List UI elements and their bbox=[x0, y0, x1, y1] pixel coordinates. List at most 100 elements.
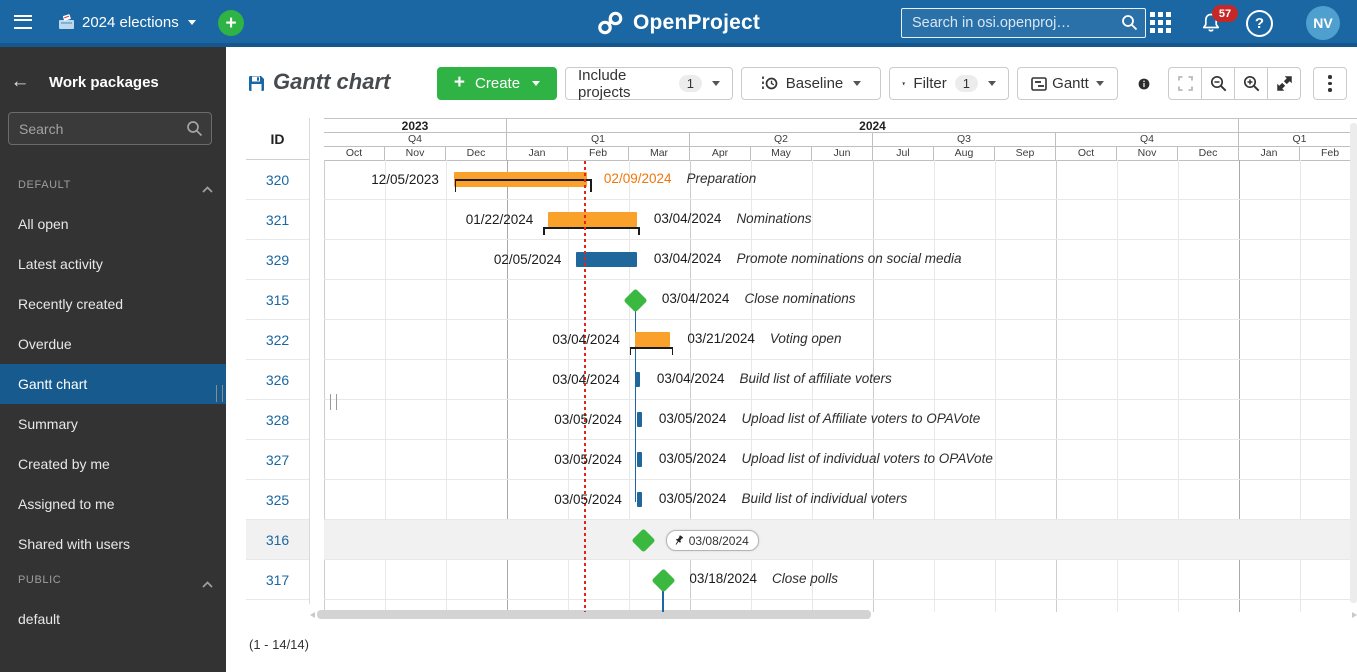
sidebar-item-overdue[interactable]: Overdue bbox=[18, 336, 72, 352]
gantt-bar[interactable] bbox=[576, 252, 637, 267]
search-icon bbox=[1122, 15, 1138, 31]
sidebar-item-gantt-chart[interactable]: Gantt chart bbox=[0, 364, 226, 404]
back-arrow-icon[interactable]: ← bbox=[10, 71, 30, 92]
sidebar-item-latest-activity[interactable]: Latest activity bbox=[18, 256, 103, 272]
gantt-row bbox=[324, 440, 1357, 480]
gantt-row bbox=[324, 200, 1357, 240]
sidebar-item-assigned-to-me[interactable]: Assigned to me bbox=[18, 496, 115, 512]
notification-count-badge[interactable]: 57 bbox=[1212, 5, 1238, 22]
sidebar-item-shared-with-users[interactable]: Shared with users bbox=[18, 536, 131, 552]
finish-date-label: 03/04/2024 bbox=[653, 211, 722, 226]
milestone-labels: 03/04/2024 Close nominations bbox=[662, 291, 856, 306]
sidebar-item-default[interactable]: default bbox=[18, 611, 61, 627]
zoom-out-button[interactable] bbox=[1201, 67, 1235, 100]
include-projects-count-badge: 1 bbox=[678, 75, 702, 92]
work-package-id-link[interactable]: 326 bbox=[246, 360, 309, 400]
zoom-in-button[interactable] bbox=[1234, 67, 1268, 100]
include-projects-label: Include projects bbox=[578, 66, 631, 101]
gantt-bar[interactable] bbox=[636, 452, 642, 467]
sidebar-search-input[interactable] bbox=[8, 112, 212, 145]
chevron-up-icon[interactable] bbox=[202, 180, 213, 198]
timeline-month-cell: Nov bbox=[1117, 147, 1178, 161]
timeline-grid-line bbox=[629, 160, 630, 612]
finish-date-label: 03/05/2024 bbox=[658, 411, 727, 426]
timeline-month-cell: Nov bbox=[385, 147, 446, 161]
work-package-name: Promote nominations on social media bbox=[736, 251, 962, 266]
apps-grid-icon[interactable] bbox=[1150, 12, 1171, 33]
gantt-bar[interactable] bbox=[548, 212, 637, 227]
gantt-row bbox=[324, 480, 1357, 520]
sidebar-section-label: PUBLIC bbox=[18, 574, 62, 586]
work-package-name: Close nominations bbox=[744, 291, 856, 306]
chevron-down-icon bbox=[853, 81, 862, 86]
work-package-id-link[interactable]: 317 bbox=[246, 560, 309, 600]
include-projects-button[interactable]: Include projects 1 bbox=[565, 66, 733, 101]
sidebar-item-recently-created[interactable]: Recently created bbox=[18, 296, 124, 312]
gantt-bar[interactable] bbox=[634, 372, 640, 387]
info-button[interactable] bbox=[1126, 67, 1162, 100]
gantt-view-button[interactable]: Gantt bbox=[1017, 67, 1118, 100]
openproject-logo[interactable]: OpenProject bbox=[597, 8, 760, 38]
sidebar-item-created-by-me[interactable]: Created by me bbox=[18, 456, 110, 472]
timeline-month-cell: Dec bbox=[1178, 147, 1239, 161]
work-package-id-link[interactable]: 322 bbox=[246, 320, 309, 360]
timeline-grid-line bbox=[446, 160, 447, 612]
bar-labels: 03/05/2024 Build list of individual voter… bbox=[659, 491, 907, 506]
scroll-left-arrow[interactable] bbox=[310, 611, 315, 618]
work-package-id-link[interactable]: 327 bbox=[246, 440, 309, 480]
baseline-tick bbox=[543, 227, 545, 235]
finish-date-label: 03/05/2024 bbox=[658, 491, 727, 506]
sidebar-resize-handle[interactable] bbox=[216, 385, 223, 402]
baseline-line bbox=[543, 227, 640, 229]
start-date-label: 03/04/2024 bbox=[552, 332, 620, 347]
work-package-id-link[interactable]: 315 bbox=[246, 280, 309, 320]
gantt-bar[interactable] bbox=[636, 492, 642, 507]
project-switcher[interactable]: 2024 elections bbox=[58, 7, 196, 37]
chevron-up-icon[interactable] bbox=[202, 575, 213, 593]
filter-button[interactable]: Filter 1 bbox=[889, 67, 1009, 100]
timeline-quarter-cell: Q2 bbox=[690, 133, 873, 147]
zoom-auto-fit-button[interactable] bbox=[1168, 67, 1202, 100]
timeline-grid-line bbox=[1056, 160, 1057, 612]
start-date-label: 12/05/2023 bbox=[371, 172, 439, 187]
work-package-id-link[interactable]: 328 bbox=[246, 400, 309, 440]
chevron-down-icon bbox=[187, 19, 196, 25]
work-package-id-link[interactable]: 329 bbox=[246, 240, 309, 280]
gantt-bar[interactable] bbox=[636, 412, 642, 427]
zoom-in-icon bbox=[1243, 75, 1259, 92]
finish-date-label: 02/09/2024 bbox=[603, 171, 672, 186]
work-package-id-link[interactable]: 316 bbox=[246, 520, 309, 560]
timeline-grid-line bbox=[934, 160, 935, 612]
work-package-id-link[interactable]: 325 bbox=[246, 480, 309, 520]
create-button[interactable]: + Create bbox=[437, 67, 557, 100]
baseline-button[interactable]: Baseline bbox=[741, 67, 881, 100]
user-avatar[interactable]: NV bbox=[1306, 6, 1340, 40]
timeline-month-cell: May bbox=[751, 147, 812, 161]
fullscreen-button[interactable] bbox=[1267, 67, 1301, 100]
gantt-row bbox=[324, 360, 1357, 400]
timeline-grid-line bbox=[1239, 160, 1240, 612]
baseline-line bbox=[454, 179, 592, 181]
save-view-icon[interactable] bbox=[248, 75, 265, 97]
timeline-grid-line bbox=[568, 160, 569, 612]
work-package-id-link[interactable]: 320 bbox=[246, 160, 309, 200]
global-add-button[interactable]: + bbox=[218, 10, 244, 36]
zoom-button-group bbox=[1168, 67, 1301, 100]
more-options-button[interactable] bbox=[1313, 67, 1347, 100]
gantt-bar[interactable] bbox=[634, 332, 671, 347]
horizontal-scrollbar-thumb[interactable] bbox=[317, 610, 871, 619]
sidebar-item-all-open[interactable]: All open bbox=[18, 216, 69, 232]
help-button[interactable]: ? bbox=[1246, 10, 1273, 37]
global-search-input[interactable] bbox=[901, 8, 1146, 38]
start-date-label: 03/05/2024 bbox=[554, 412, 622, 427]
work-package-id-link[interactable]: 321 bbox=[246, 200, 309, 240]
vertical-scrollbar[interactable] bbox=[1350, 123, 1357, 603]
gantt-row bbox=[324, 280, 1357, 320]
scroll-right-arrow[interactable] bbox=[1352, 611, 1357, 618]
gantt-row bbox=[324, 560, 1357, 600]
gantt-timeline: 2023 2024 Q4 Q1 Q2 Q3 Q4 Q1 Oct Nov Dec Jan Feb Mar… bbox=[324, 118, 1357, 612]
table-timeline-resize-handle[interactable] bbox=[330, 394, 337, 410]
finish-date-label: 03/04/2024 bbox=[653, 251, 722, 266]
sidebar-item-summary[interactable]: Summary bbox=[18, 416, 78, 432]
hamburger-menu-icon[interactable] bbox=[10, 9, 36, 35]
